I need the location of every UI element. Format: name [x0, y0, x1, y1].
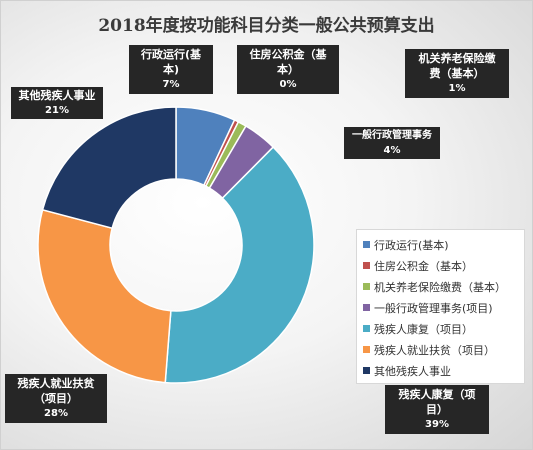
data-label-line: 住房公积金（基: [249, 48, 327, 61]
data-label-line: 本）: [277, 63, 299, 76]
legend-swatch: [363, 367, 370, 374]
legend-item: 住房公积金（基本）: [363, 255, 518, 276]
data-label-percent: 4%: [383, 145, 401, 156]
data-label-line: 残疾人康复（项: [398, 388, 476, 401]
data-label-line: 行政运行(基: [140, 48, 202, 61]
data-label-xingzheng-yunxing: 行政运行(基 本) 7%: [129, 45, 213, 94]
data-label-percent: 7%: [162, 79, 180, 90]
legend-swatch: [363, 325, 370, 332]
data-label-line: （项目）: [34, 392, 78, 405]
donut-slice-6: [41, 106, 177, 230]
data-label-percent: 28%: [44, 408, 68, 419]
data-label-line: 一般行政管理事务: [352, 130, 432, 141]
legend-swatch: [363, 283, 370, 290]
legend-item: 行政运行(基本): [363, 234, 518, 255]
data-label-yiban-xingzheng-guanli: 一般行政管理事务 4%: [344, 127, 440, 159]
data-label-percent: 0%: [279, 79, 297, 90]
data-label-line: 本): [162, 63, 180, 76]
legend-label: 机关养老保险缴费（基本）: [374, 280, 506, 294]
donut-slice-4: [164, 145, 315, 384]
legend-label: 一般行政管理事务(项目): [374, 301, 493, 315]
data-label-percent: 39%: [425, 419, 449, 430]
chart-title: 2018年度按功能科目分类一般公共预算支出: [98, 16, 435, 36]
data-label-canjiren-kangfu: 残疾人康复（项 目） 39%: [385, 385, 489, 434]
data-label-line: 费（基本）: [429, 67, 485, 80]
legend-item: 其他残疾人事业: [363, 360, 518, 381]
data-label-percent: 21%: [45, 105, 69, 116]
legend-item: 残疾人就业扶贫（项目）: [363, 339, 518, 360]
legend-label: 住房公积金（基本）: [374, 259, 473, 273]
data-label-zhufang-gongjijin: 住房公积金（基 本） 0%: [237, 45, 339, 94]
data-label-line: 残疾人就业扶贫: [17, 377, 95, 390]
legend-item: 残疾人康复（项目）: [363, 318, 518, 339]
data-label-jiguan-yanglao: 机关养老保险缴 费（基本） 1%: [405, 49, 509, 98]
legend-label: 残疾人康复（项目）: [374, 322, 473, 336]
legend-label: 行政运行(基本): [374, 238, 449, 252]
legend-label: 其他残疾人事业: [374, 364, 451, 378]
data-label-percent: 1%: [448, 83, 466, 94]
data-label-line: 机关养老保险缴: [418, 52, 496, 65]
legend-swatch: [363, 262, 370, 269]
legend-item: 机关养老保险缴费（基本）: [363, 276, 518, 297]
donut-slice-5: [37, 208, 172, 384]
legend-label: 残疾人就业扶贫（项目）: [374, 343, 495, 357]
data-label-qita-canjiren: 其他残疾人事业 21%: [11, 87, 103, 119]
legend-swatch: [363, 241, 370, 248]
chart-legend: 行政运行(基本) 住房公积金（基本） 机关养老保险缴费（基本） 一般行政管理事务…: [356, 229, 525, 384]
legend-swatch: [363, 304, 370, 311]
data-label-line: 目）: [426, 403, 448, 416]
data-label-line: 其他残疾人事业: [18, 89, 96, 102]
data-label-canjiren-jiuye: 残疾人就业扶贫 （项目） 28%: [5, 374, 107, 423]
legend-swatch: [363, 346, 370, 353]
legend-item: 一般行政管理事务(项目): [363, 297, 518, 318]
